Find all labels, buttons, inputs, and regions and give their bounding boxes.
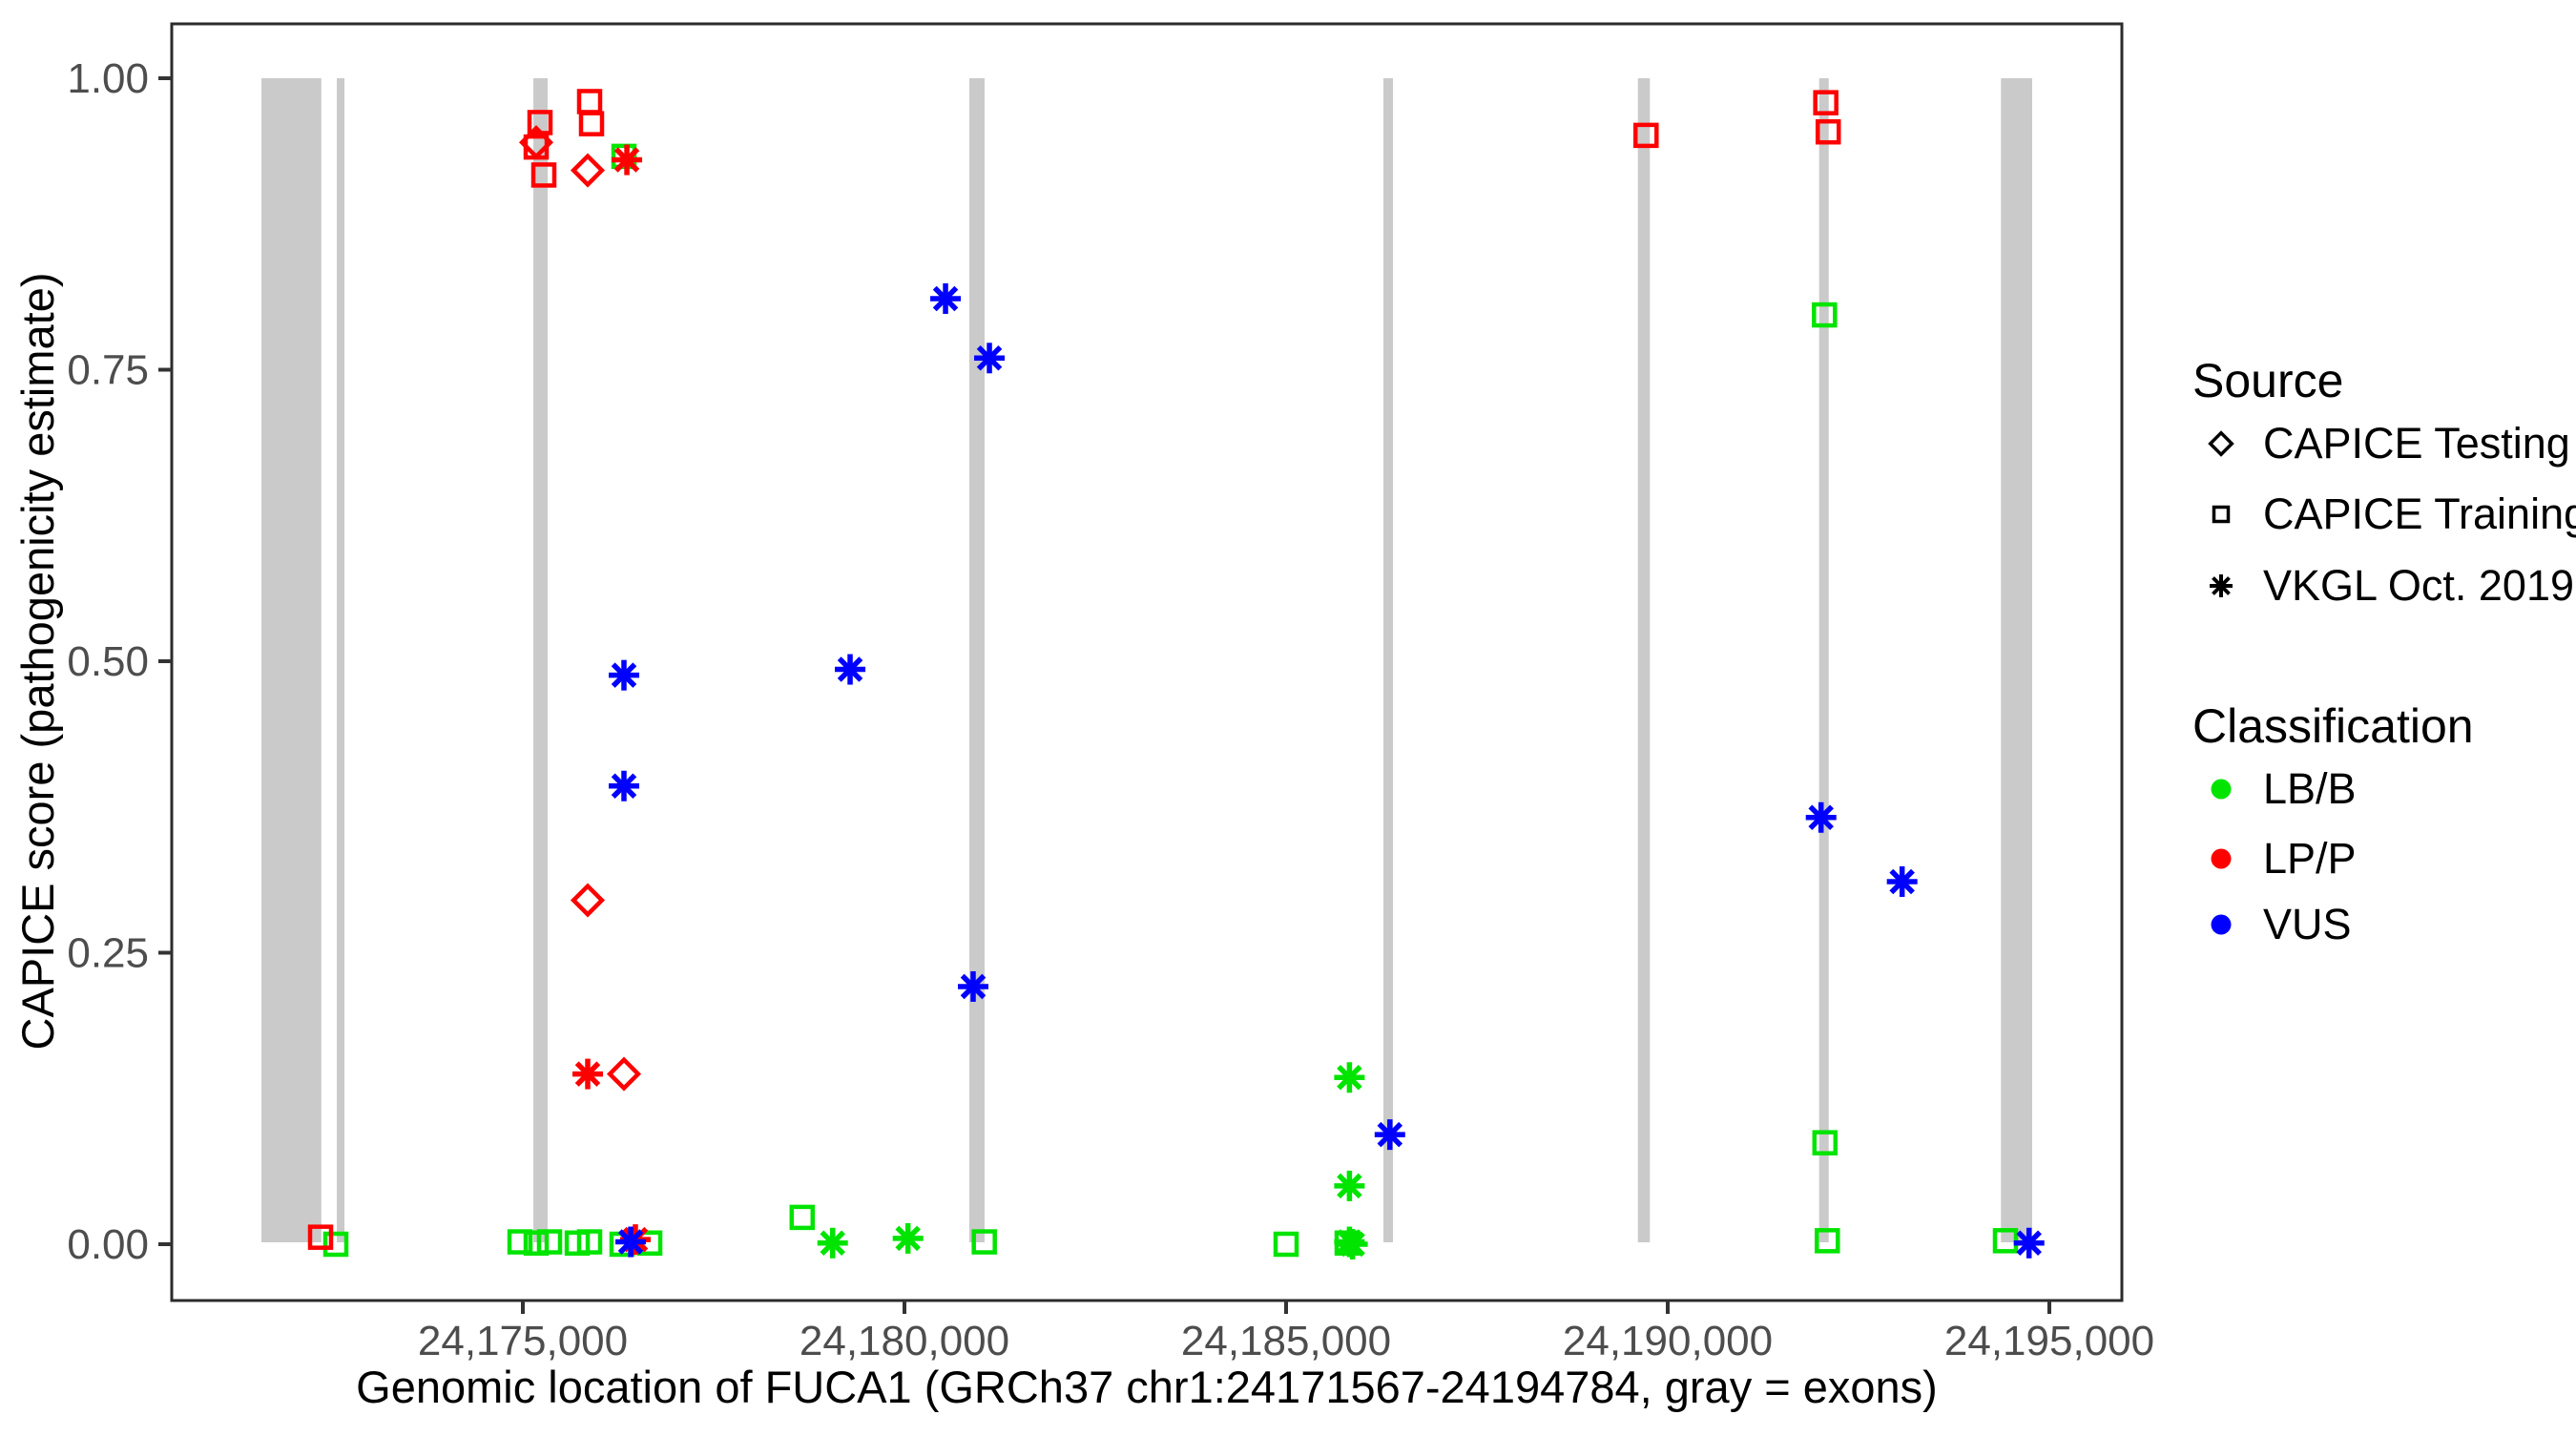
legend-item-lpp: LP/P xyxy=(2196,834,2357,883)
data-point-square xyxy=(1273,1231,1299,1258)
data-point-square xyxy=(1633,122,1659,149)
data-point-asterisk xyxy=(1374,1119,1405,1151)
data-point-square xyxy=(322,1231,349,1258)
legend-item-label: CAPICE Testing xyxy=(2263,419,2570,468)
y-axis-title: CAPICE score (pathogenicity estimate) xyxy=(12,273,63,1051)
data-point-asterisk xyxy=(2013,1227,2045,1259)
x-tick-label: 24,175,000 xyxy=(418,1318,628,1364)
frame-layer xyxy=(170,22,2124,1302)
legend-item-capice-testing: CAPICE Testing xyxy=(2196,419,2570,468)
x-tick-label: 24,185,000 xyxy=(1181,1318,1391,1364)
data-point-asterisk xyxy=(835,654,866,685)
data-point-square xyxy=(578,111,605,136)
data-point-asterisk xyxy=(1334,1170,1365,1201)
legend-item-label: CAPICE Training xyxy=(2263,489,2576,538)
exon-bar xyxy=(969,78,985,1242)
red-dot-icon xyxy=(2196,835,2246,883)
exon-bar xyxy=(261,78,322,1242)
data-point-square xyxy=(1815,118,1841,145)
legend-item-vus: VUS xyxy=(2196,900,2352,948)
exon-bar xyxy=(533,78,548,1242)
x-tick-label: 24,195,000 xyxy=(1944,1318,2154,1364)
data-point-diamond xyxy=(570,883,606,918)
y-tick-label: 0.75 xyxy=(67,347,149,394)
data-point-asterisk xyxy=(958,970,988,1002)
data-point-asterisk xyxy=(1337,1229,1368,1259)
tick-layer: 24,175,000 24,180,000 24,185,000 24,190,000… xyxy=(67,55,2154,1364)
data-point-asterisk xyxy=(930,282,962,314)
exon-bar xyxy=(1383,78,1393,1242)
data-point-square xyxy=(576,1229,603,1255)
legend-item-label: LP/P xyxy=(2263,834,2357,883)
square-icon xyxy=(2196,490,2246,538)
data-point-asterisk xyxy=(1886,865,1918,897)
data-point-diamond xyxy=(570,153,606,188)
data-point-square xyxy=(523,1230,550,1257)
data-point-square xyxy=(307,1224,334,1250)
data-point-square xyxy=(536,1229,563,1255)
legend-item-label: VKGL Oct. 2019 xyxy=(2263,561,2575,610)
exon-bar xyxy=(2001,78,2032,1242)
data-point-square xyxy=(971,1229,997,1255)
data-point-asterisk xyxy=(974,343,1006,374)
exon-bar xyxy=(1818,78,1829,1242)
data-point-asterisk xyxy=(572,1058,603,1090)
data-point-square xyxy=(530,162,557,188)
data-point-square xyxy=(1813,90,1839,115)
x-tick-label: 24,180,000 xyxy=(800,1318,1009,1364)
data-point-diamond xyxy=(606,1056,642,1092)
y-tick-label: 0.25 xyxy=(67,930,149,977)
data-point-square xyxy=(1812,302,1838,328)
exon-bar xyxy=(1637,78,1651,1242)
legend-item-lbb: LB/B xyxy=(2196,764,2357,813)
legend-source-title: Source xyxy=(2192,354,2344,407)
data-point-asterisk xyxy=(609,659,639,691)
data-point-asterisk xyxy=(817,1227,848,1259)
exon-layer xyxy=(261,78,2032,1242)
data-point-asterisk xyxy=(1334,1062,1365,1093)
legend-item-capice-training: CAPICE Training xyxy=(2196,489,2576,538)
exon-bar xyxy=(337,78,345,1242)
legend-item-label: LB/B xyxy=(2263,764,2357,813)
point-layer xyxy=(307,89,2045,1259)
data-point-asterisk xyxy=(892,1222,924,1254)
data-point-asterisk xyxy=(609,770,639,801)
legend-item-vkgl: VKGL Oct. 2019 xyxy=(2196,561,2575,610)
x-tick-label: 24,190,000 xyxy=(1563,1318,1773,1364)
data-point-square xyxy=(611,143,637,170)
data-point-square xyxy=(527,110,553,135)
blue-dot-icon xyxy=(2196,901,2246,948)
data-point-square xyxy=(1815,1228,1840,1254)
legend-classification-title: Classification xyxy=(2192,699,2474,753)
y-tick-label: 1.00 xyxy=(67,55,149,102)
asterisk-icon xyxy=(2196,562,2246,610)
y-tick-label: 0.50 xyxy=(67,638,149,685)
green-dot-icon xyxy=(2196,765,2246,813)
x-axis-title: Genomic location of FUCA1 (GRCh37 chr1:2… xyxy=(356,1362,1938,1412)
data-point-square xyxy=(523,134,550,160)
data-point-square xyxy=(576,89,603,114)
data-point-square xyxy=(1812,1130,1839,1155)
data-point-asterisk xyxy=(612,144,643,176)
y-tick-label: 0.00 xyxy=(67,1221,149,1268)
data-point-square xyxy=(507,1229,533,1255)
data-point-asterisk xyxy=(1805,801,1837,833)
plot-panel-border xyxy=(170,22,2124,1302)
data-point-asterisk xyxy=(615,1226,647,1258)
legend-item-label: VUS xyxy=(2263,900,2352,948)
data-point-square xyxy=(789,1204,816,1231)
diamond-icon xyxy=(2196,420,2246,468)
